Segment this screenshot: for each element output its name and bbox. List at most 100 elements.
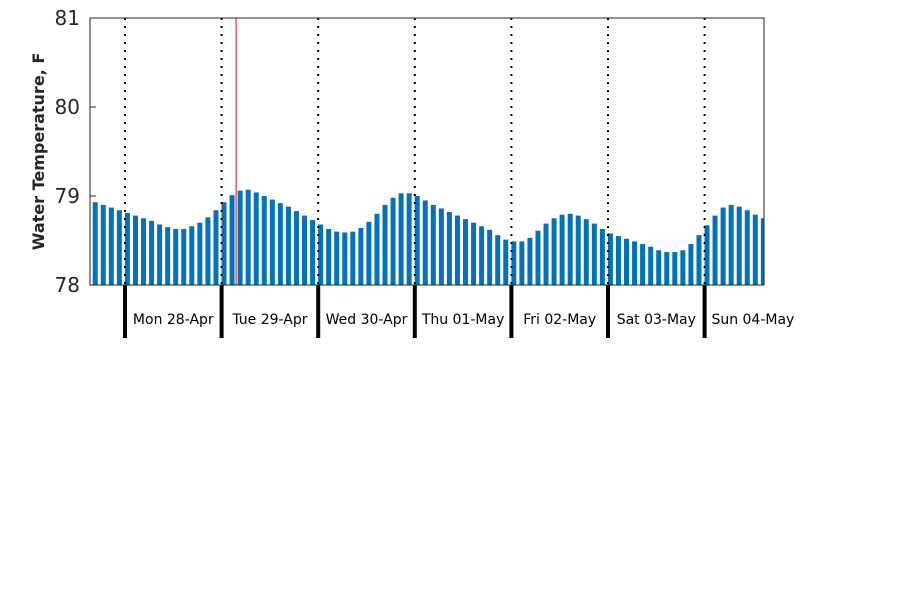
- bar: [664, 252, 670, 285]
- bar: [141, 218, 147, 285]
- bar: [680, 250, 686, 285]
- bar: [181, 228, 187, 285]
- bar: [310, 220, 316, 285]
- bar: [398, 193, 404, 285]
- bar: [390, 197, 396, 285]
- bar: [189, 226, 195, 285]
- bar: [519, 241, 525, 285]
- bar: [342, 232, 348, 285]
- bar: [688, 244, 694, 285]
- bar: [334, 231, 340, 285]
- y-axis: 78 79 80 81: [55, 6, 96, 297]
- bar: [422, 200, 428, 285]
- bar: [487, 229, 493, 285]
- bar: [479, 226, 485, 285]
- bar: [229, 195, 235, 285]
- bar: [752, 214, 758, 285]
- bar: [285, 206, 291, 285]
- day-label: Fri 02-May: [523, 312, 596, 328]
- bar: [302, 215, 308, 285]
- bar: [108, 207, 114, 285]
- y-axis-label: Water Temperature, F: [29, 53, 48, 251]
- bar: [728, 204, 734, 285]
- bar: [535, 230, 541, 285]
- bar: [406, 193, 412, 285]
- bar: [269, 199, 275, 285]
- bar: [624, 238, 630, 285]
- bar: [607, 233, 613, 285]
- day-label: Tue 29-Apr: [231, 312, 307, 328]
- bar: [213, 210, 219, 285]
- bar: [165, 227, 171, 285]
- bar: [527, 237, 533, 285]
- bar: [567, 213, 573, 285]
- day-label: Wed 30-Apr: [326, 312, 408, 328]
- bar: [293, 211, 299, 285]
- bar: [382, 204, 388, 285]
- y-tick-label: 79: [55, 184, 80, 208]
- bar: [583, 219, 589, 285]
- bar: [640, 244, 646, 285]
- plot-frame: [89, 17, 765, 286]
- bar: [760, 218, 764, 285]
- day-label: Sun 04-May: [711, 312, 794, 328]
- bar: [463, 219, 469, 285]
- bar: [366, 221, 372, 285]
- bar: [704, 225, 710, 285]
- bar: [656, 250, 662, 285]
- bar: [615, 236, 621, 285]
- bar: [736, 206, 742, 285]
- bar: [454, 215, 460, 285]
- bar: [559, 214, 565, 285]
- bar: [124, 212, 130, 285]
- y-tick-label: 81: [55, 6, 80, 30]
- bar: [599, 228, 605, 285]
- bar: [438, 208, 444, 285]
- bar: [132, 215, 138, 285]
- bar: [358, 228, 364, 285]
- bar: [318, 224, 324, 285]
- bar: [173, 228, 179, 285]
- bar: [672, 252, 678, 285]
- bar: [205, 217, 211, 285]
- bar: [116, 210, 122, 285]
- bar: [503, 239, 509, 285]
- bar: [237, 190, 243, 285]
- bar: [720, 207, 726, 285]
- bar: [495, 235, 501, 285]
- day-label: Sat 03-May: [617, 312, 696, 328]
- bar: [197, 222, 203, 285]
- bar: [543, 223, 549, 285]
- bar: [245, 189, 251, 285]
- bar: [551, 218, 557, 285]
- day-dividers: [123, 18, 707, 338]
- bar: [648, 246, 654, 285]
- bar: [350, 231, 356, 285]
- y-tick-label: 80: [55, 95, 80, 119]
- bar: [511, 241, 517, 285]
- bar: [712, 215, 718, 285]
- bar: [92, 202, 98, 285]
- y-tick-label: 78: [55, 273, 80, 297]
- bar: [430, 204, 436, 285]
- bar: [575, 215, 581, 285]
- bar: [446, 212, 452, 285]
- bar: [414, 196, 420, 285]
- bar: [221, 202, 227, 285]
- bar: [591, 223, 597, 285]
- bar: [326, 228, 332, 285]
- bar: [632, 241, 638, 285]
- bar: [277, 203, 283, 285]
- bar-series: [92, 189, 764, 285]
- x-axis-day-labels: Mon 28-Apr Tue 29-Apr Wed 30-Apr Thu 01-May…: [133, 312, 794, 328]
- bar: [744, 210, 750, 285]
- bar: [100, 204, 106, 285]
- bar: [157, 224, 163, 285]
- bar: [696, 235, 702, 285]
- day-label: Mon 28-Apr: [133, 312, 214, 328]
- bar: [261, 196, 267, 285]
- bar: [253, 192, 259, 285]
- bar: [374, 213, 380, 285]
- bar: [149, 220, 155, 285]
